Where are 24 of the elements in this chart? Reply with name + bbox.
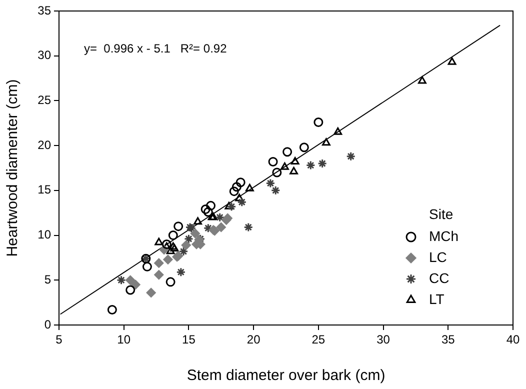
x-tick-label: 25 bbox=[312, 332, 326, 347]
legend-label: MCh bbox=[429, 228, 459, 244]
y-tick-label: 20 bbox=[38, 138, 52, 152]
legend-label: LC bbox=[429, 248, 447, 265]
legend-label: CC bbox=[429, 270, 450, 286]
x-tick-label: 35 bbox=[441, 332, 456, 347]
y-tick-label: 25 bbox=[38, 93, 52, 108]
x-tick-label: 20 bbox=[246, 332, 261, 347]
x-tick-label: 15 bbox=[182, 332, 196, 347]
x-tick-label: 40 bbox=[506, 332, 520, 347]
annotation: y= 0.996 x - 5.1 R²= 0.92 bbox=[84, 41, 228, 56]
y-tick-label: 10 bbox=[38, 228, 52, 242]
x-tick-label: 30 bbox=[376, 332, 390, 347]
x-tick-label: 10 bbox=[117, 332, 131, 347]
x-axis-title: Stem diameter over bark (cm) bbox=[186, 367, 386, 384]
y-tick-label: 35 bbox=[38, 3, 52, 18]
x-tick-label: 5 bbox=[56, 332, 63, 347]
y-tick-label: 15 bbox=[38, 182, 52, 197]
y-tick-label: 0 bbox=[44, 317, 52, 332]
y-tick-label: 5 bbox=[44, 272, 52, 286]
legend-title: Site bbox=[429, 206, 454, 222]
legend-label: LT bbox=[429, 290, 445, 307]
y-tick-label: 30 bbox=[38, 48, 52, 62]
y-axis-title: Heartwood diamenter (cm) bbox=[4, 79, 22, 257]
